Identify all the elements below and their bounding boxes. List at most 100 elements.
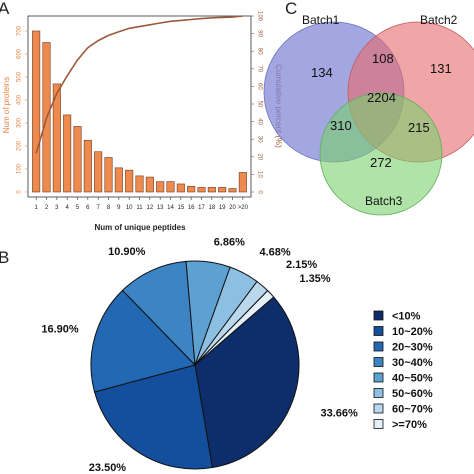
legend-swatch	[373, 341, 384, 352]
y-tick-label-right: 90	[256, 30, 262, 37]
venn-count-batch3-only: 272	[370, 155, 392, 170]
bar	[52, 83, 61, 193]
venn-count-batch1-only: 134	[311, 65, 333, 80]
x-axis: 1 2 3 4 5 6 7 8 9 10 11 12 13 14 15 16 17 18 19 20 >20	[34, 197, 249, 211]
venn-circle-batch3	[319, 92, 443, 216]
bar	[135, 175, 144, 193]
x-axis-title: Num of unique peptides	[94, 223, 186, 232]
x-tick-label: 12	[146, 205, 153, 211]
y-tick-label-left: 400	[17, 94, 23, 105]
y-tick-label-right: 10	[256, 171, 262, 178]
legend-swatch	[373, 326, 384, 336]
panel-label-b: B	[0, 248, 9, 267]
x-tick-label: 10	[126, 205, 133, 211]
x-tick-label: 13	[157, 205, 164, 211]
x-tick-label: 15	[177, 205, 184, 211]
pie-slice-label: 2.15%	[286, 259, 317, 271]
y-tick-label-right: 50	[256, 101, 262, 108]
bar	[114, 167, 123, 193]
pie-slice-label: 6.86%	[214, 237, 245, 249]
pie-slice-label: 23.50%	[89, 462, 127, 474]
pie-slice	[121, 260, 196, 367]
y-tick-label-right: 40	[256, 118, 262, 125]
y-tick-label-right: 70	[256, 65, 262, 72]
bar	[94, 151, 103, 193]
y-tick-label-right: 20	[256, 153, 262, 160]
y-tick-label-right: 80	[256, 48, 262, 55]
y-tick-label-left: 700	[17, 25, 23, 36]
legend-label: 50~60%	[392, 388, 433, 400]
x-tick-label: 6	[86, 205, 90, 211]
bar	[104, 157, 113, 193]
pie-slice-label: 10.90%	[108, 246, 146, 258]
legend-swatch	[373, 388, 384, 398]
bar	[63, 114, 72, 193]
legend-label: 40~50%	[392, 373, 433, 385]
bar	[187, 185, 196, 193]
bar	[228, 188, 237, 193]
bar	[197, 187, 206, 193]
legend-label: 20~30%	[392, 342, 433, 354]
bar	[176, 183, 185, 193]
y-tick-label-left: 100	[17, 163, 23, 174]
y-tick-label-left: 500	[17, 71, 23, 82]
y-tick-label-left: 0	[17, 190, 23, 194]
bar	[73, 126, 82, 193]
x-tick-label: 20	[229, 205, 236, 211]
plot-frame	[27, 15, 252, 198]
y-tick-label-left: 600	[17, 48, 23, 59]
pie-slice-label: 33.66%	[321, 408, 359, 420]
bar	[145, 176, 154, 193]
x-tick-label: 19	[219, 205, 226, 211]
y-tick-label-right: 60	[256, 83, 262, 90]
venn-set-label-batch1: Batch1	[302, 13, 340, 27]
x-tick-label: 11	[136, 205, 143, 211]
venn-set-label-batch2: Batch2	[420, 13, 458, 27]
x-tick-label: 3	[55, 205, 59, 211]
y-tick-label-left: 300	[17, 117, 23, 128]
pie-slice	[90, 289, 196, 393]
y-tick-label-right: 100	[256, 11, 262, 22]
x-tick-label: 8	[107, 205, 111, 211]
x-tick-label: 2	[45, 205, 49, 211]
pie-slice-label: 16.90%	[41, 324, 79, 336]
bars	[32, 30, 247, 193]
bar	[207, 187, 216, 193]
pie-chart: 33.66% 23.50% 16.90% 10.90% 6.86% 4.68%2.15% 1…	[41, 237, 358, 474]
legend-label: <10%	[392, 311, 421, 323]
legend: <10% 10~20% 20~30% 30~40% 40~50% 50~60% 60~70%…	[373, 310, 433, 431]
right-axis: 0 10 20 30 40 50 60 70 80 90 100	[251, 11, 262, 194]
x-tick-label: 17	[198, 205, 205, 211]
y-axis-title-left: Num of proteins	[2, 77, 11, 133]
cumulative-line	[35, 15, 243, 154]
legend-swatch	[373, 372, 384, 383]
x-tick-label: 16	[188, 205, 195, 211]
x-tick-label: 4	[65, 205, 69, 211]
bar	[238, 172, 247, 193]
venn-count-batch2-batch3: 215	[408, 120, 430, 135]
pie-slice-label: 4.68%	[260, 247, 291, 259]
panel-label-a: A	[0, 0, 10, 18]
venn-diagram: Batch1 Batch2 Batch3 134 131 272 108 310…	[263, 13, 474, 216]
x-tick-label: 14	[167, 205, 174, 211]
legend-label: >=70%	[392, 419, 427, 431]
venn-count-batch2-only: 131	[430, 61, 452, 76]
x-tick-label: 9	[117, 205, 121, 211]
legend-label: 30~40%	[392, 357, 433, 369]
pie-labels: 33.66% 23.50% 16.90% 10.90% 6.86% 4.68%2.15% 1…	[41, 237, 358, 474]
venn-count-batch1-batch3: 310	[330, 118, 352, 133]
legend-swatch	[373, 310, 384, 321]
y-tick-label-right: 0	[256, 190, 262, 194]
legend-label: 60~70%	[392, 404, 433, 416]
x-tick-label: 7	[96, 205, 100, 211]
x-tick-label: >20	[238, 205, 249, 211]
bar	[218, 187, 227, 193]
pie-slice-label: 1.35%	[299, 273, 330, 285]
venn-count-batch1-batch2: 108	[372, 51, 394, 66]
venn-set-label-batch3: Batch3	[365, 194, 403, 208]
pie-slices	[90, 260, 300, 470]
bar	[166, 181, 175, 193]
legend-swatch	[373, 403, 384, 414]
